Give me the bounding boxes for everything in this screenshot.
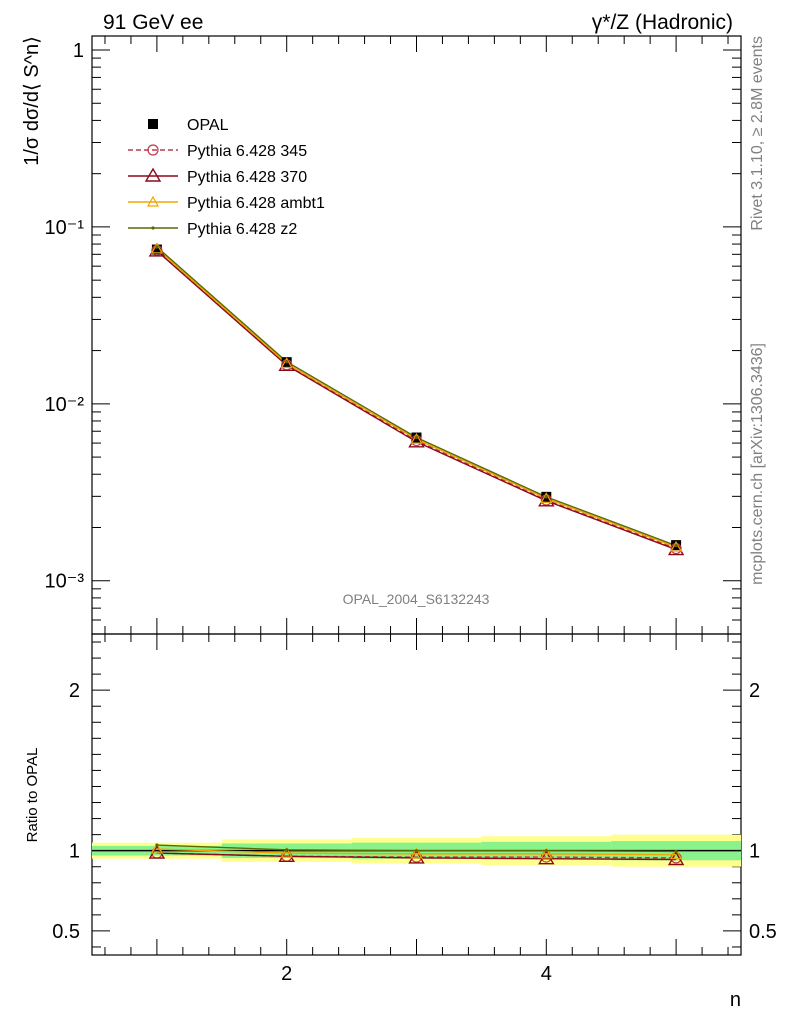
main-ytick-label: 10⁻¹ [45, 217, 85, 239]
main-point-opal [151, 244, 162, 255]
ratio-ytick-label-left: 0.5 [52, 921, 80, 943]
ratio-point-pythia-370 [408, 849, 425, 864]
ratio-ytick-label-right: 2 [749, 680, 760, 702]
ratio-point-pythia-z2 [544, 849, 548, 853]
ratio-point-pythia-z2 [674, 849, 678, 854]
main-point-pythia-z2 [674, 543, 678, 548]
x-tick-label: 4 [541, 963, 552, 985]
ratio-line-pythia-ambt1 [156, 848, 677, 856]
ratio-ytick-label-left: 2 [69, 680, 80, 702]
main-point-pythia-z2 [155, 245, 159, 249]
main-point-pythia-z2 [544, 495, 548, 499]
ratio-point-pythia-z2 [285, 848, 289, 852]
ratio-point-pythia-z2 [155, 843, 159, 847]
ratio-point-pythia-ambt1 [540, 847, 553, 859]
legend: OPAL Pythia 6.428 345 Pythia 6.428 370 Pyth… [128, 117, 325, 238]
main-point-pythia-ambt1 [280, 357, 293, 369]
main-ytick-label: 10⁻³ [45, 571, 85, 593]
main-point-pythia-ambt1 [540, 492, 553, 504]
x-axis-title: n [730, 989, 741, 1011]
ratio-ytick-label-right: 0.5 [749, 921, 777, 943]
main-ytick-label: 10⁻² [45, 394, 85, 416]
ratio-point-pythia-ambt1 [410, 847, 423, 859]
legend-marker-pythia-ambt1 [146, 195, 160, 207]
main-point-pythia-ambt1 [410, 432, 423, 444]
main-ytick-label: 1 [73, 40, 84, 62]
legend-label-pythia-z2: Pythia 6.428 z2 [187, 221, 297, 238]
main-point-pythia-z2 [285, 360, 289, 364]
ratio-ytick-label-left: 1 [69, 841, 80, 863]
legend-marker-pythia-z2 [151, 226, 155, 230]
analysis-watermark: OPAL_2004_S6132243 [343, 591, 490, 607]
legend-label-pythia-370: Pythia 6.428 370 [187, 169, 307, 186]
main-point-pythia-ambt1 [150, 242, 163, 254]
ratio-point-pythia-ambt1 [280, 846, 293, 858]
ratio-point-pythia-370 [148, 844, 166, 859]
ratio-point-pythia-ambt1 [670, 848, 683, 860]
main-ylabel: 1/σ dσ/d⟨ S^n⟩ [21, 36, 43, 166]
legend-label-opal: OPAL [187, 117, 229, 134]
legend-marker-opal [148, 119, 158, 129]
legend-label-pythia-345: Pythia 6.428 345 [187, 143, 307, 160]
header-left-label: 91 GeV ee [103, 11, 203, 34]
rivet-version-label: Rivet 3.1.10, ≥ 2.8M events [749, 36, 766, 231]
main-point-pythia-ambt1 [670, 540, 683, 552]
ratio-ytick-label-right: 1 [749, 841, 760, 863]
main-point-pythia-z2 [414, 435, 419, 440]
ratio-line-pythia-345 [156, 852, 677, 859]
ratio-point-pythia-ambt1 [150, 842, 163, 854]
ratio-panel: 0.5 0.5 1 1 2 2 2 4 [52, 633, 777, 985]
legend-marker-pythia-370 [144, 167, 162, 182]
mcplots-label: mcplots.cern.ch [arXiv:1306.3436] [749, 343, 766, 585]
ratio-point-pythia-z2 [414, 849, 419, 853]
ratio-ylabel: Ratio to OPAL [24, 748, 41, 843]
legend-label-pythia-ambt1: Pythia 6.428 ambt1 [187, 195, 325, 212]
legend-marker-pythia-345 [147, 144, 159, 156]
header-right-label: γ*/Z (Hadronic) [592, 11, 733, 34]
x-tick-label: 2 [281, 963, 292, 985]
